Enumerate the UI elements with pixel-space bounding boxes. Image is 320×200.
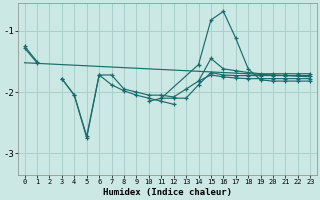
X-axis label: Humidex (Indice chaleur): Humidex (Indice chaleur) — [103, 188, 232, 197]
